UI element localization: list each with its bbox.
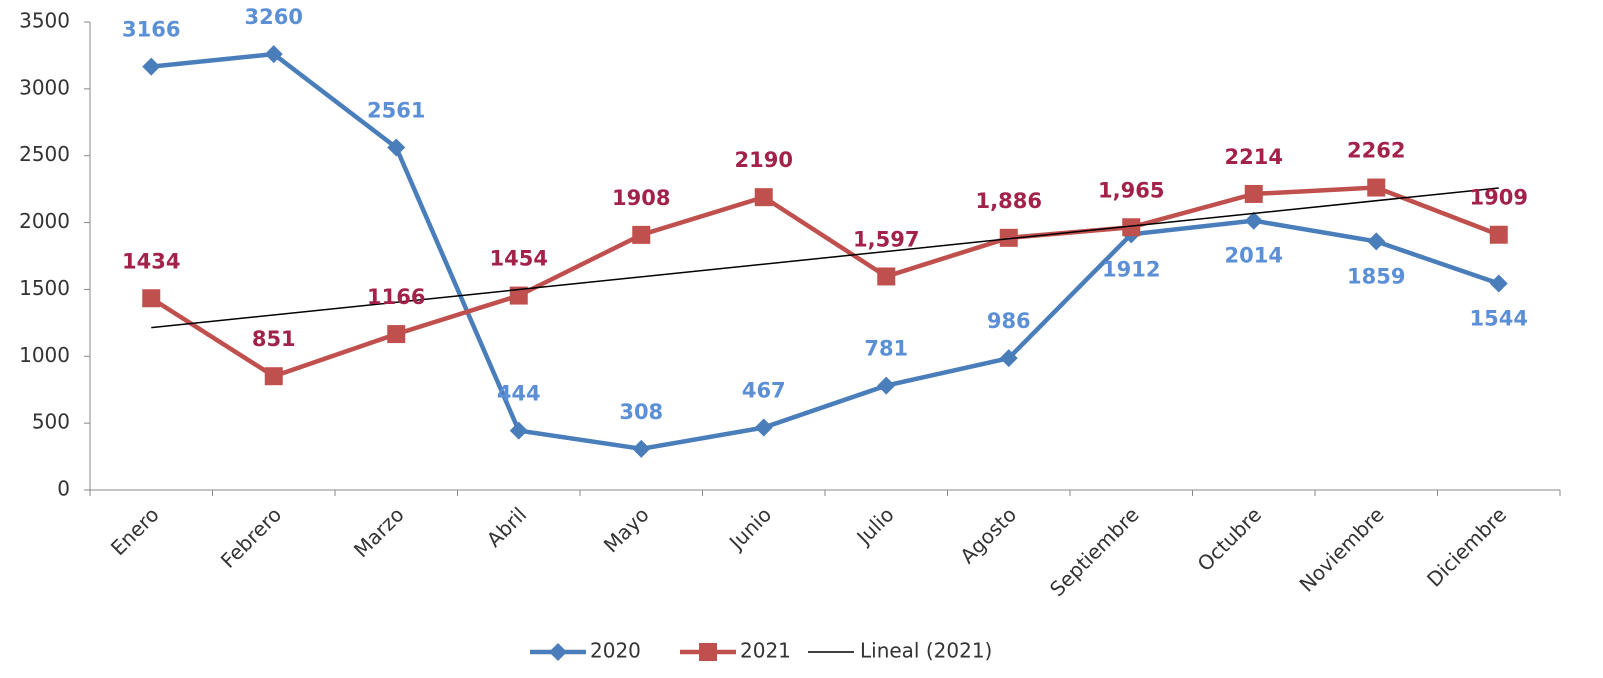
x-tick-label: Mayo (599, 502, 654, 557)
data-label: 3166 (122, 18, 180, 42)
trendline (151, 187, 1499, 329)
marker (1244, 184, 1263, 203)
data-label: 1454 (490, 247, 548, 271)
marker (754, 188, 773, 207)
data-label: 2214 (1225, 145, 1283, 169)
marker (999, 228, 1018, 247)
data-label: 851 (252, 327, 296, 351)
marker (1367, 178, 1386, 197)
legend-label: 2021 (740, 639, 791, 663)
data-label: 1909 (1470, 186, 1528, 210)
marker (387, 325, 406, 344)
series-line (150, 185, 1500, 379)
x-tick-label: Julio (851, 502, 899, 550)
marker (1489, 225, 1508, 244)
legend-label: 2020 (590, 639, 641, 663)
marker (754, 418, 773, 437)
marker (387, 138, 406, 157)
x-tick-label: Septiembre (1045, 502, 1144, 601)
data-label: 1,597 (853, 227, 919, 251)
data-label: 1,886 (976, 189, 1042, 213)
x-tick-label: Octubre (1193, 502, 1267, 576)
x-tick-label: Agosto (955, 502, 1021, 568)
marker (264, 367, 283, 386)
data-label: 3260 (245, 5, 303, 29)
marker (264, 45, 283, 64)
x-tick-label: Diciembre (1422, 502, 1511, 591)
data-label: 467 (742, 379, 786, 403)
data-label: 1,965 (1098, 178, 1164, 202)
marker (877, 376, 896, 395)
data-label: 1544 (1470, 307, 1528, 331)
marker (549, 643, 567, 661)
y-tick-label: 2000 (19, 209, 70, 233)
data-label: 2190 (735, 148, 793, 172)
data-label: 1166 (367, 285, 425, 309)
data-label: 2014 (1225, 244, 1283, 268)
marker (1244, 211, 1263, 230)
data-label: 986 (987, 309, 1031, 333)
series-line (151, 51, 1500, 452)
marker (632, 225, 651, 244)
data-label: 1434 (122, 249, 180, 273)
data-label: 2561 (367, 99, 425, 123)
marker (1367, 232, 1386, 251)
marker (1122, 218, 1141, 237)
marker (877, 267, 896, 286)
y-tick-label: 3000 (19, 75, 70, 99)
y-tick-label: 500 (32, 410, 70, 434)
marker (509, 421, 528, 440)
marker (142, 289, 161, 308)
y-tick-label: 2500 (19, 142, 70, 166)
data-label: 781 (864, 337, 908, 361)
marker (999, 349, 1018, 368)
data-label: 308 (619, 400, 663, 424)
x-tick-label: Noviembre (1295, 502, 1389, 596)
x-tick-label: Marzo (349, 502, 409, 562)
data-label: 444 (497, 382, 541, 406)
data-label: 1912 (1102, 257, 1160, 281)
legend-label: Lineal (2021) (860, 639, 992, 663)
y-tick-label: 3500 (19, 9, 70, 33)
data-label: 1908 (612, 186, 670, 210)
x-tick-label: Febrero (216, 502, 286, 572)
data-label: 1859 (1347, 264, 1405, 288)
y-tick-label: 1500 (19, 276, 70, 300)
marker (142, 57, 161, 76)
y-tick-label: 1000 (19, 343, 70, 367)
marker (1489, 274, 1508, 293)
x-tick-label: Abril (482, 502, 531, 551)
y-tick-label: 0 (57, 477, 70, 501)
x-tick-label: Junio (723, 502, 776, 555)
x-tick-label: Enero (106, 502, 164, 560)
marker (509, 286, 528, 305)
marker (699, 643, 717, 661)
marker (632, 439, 651, 458)
data-label: 2262 (1347, 139, 1405, 163)
